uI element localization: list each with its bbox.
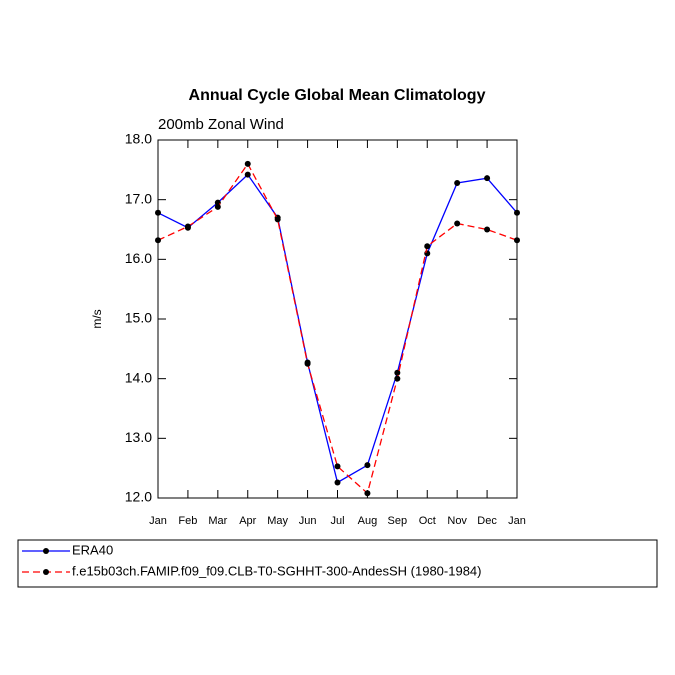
- plot-frame: [157, 139, 518, 499]
- point: [424, 250, 431, 257]
- point: [155, 209, 161, 216]
- point: [484, 226, 491, 233]
- x-tick-label: Oct: [419, 515, 436, 527]
- point: [454, 220, 461, 227]
- x-tick-label: Mar: [208, 515, 227, 527]
- point: [454, 179, 461, 186]
- series-line: [157, 173, 518, 484]
- legend-label: ERA40: [72, 542, 113, 557]
- x-tick-label: Dec: [477, 515, 497, 527]
- point: [334, 463, 341, 470]
- point: [424, 243, 431, 250]
- x-tick-label: Jan: [508, 515, 526, 527]
- legend-box: [17, 539, 658, 588]
- point: [244, 160, 251, 167]
- point: [364, 462, 371, 469]
- series-line: [157, 162, 518, 495]
- point: [184, 223, 191, 230]
- point: [484, 175, 491, 182]
- point: [514, 209, 520, 216]
- point: [304, 360, 311, 367]
- x-tick-label: Jan: [149, 515, 167, 527]
- point: [214, 203, 221, 210]
- point: [334, 479, 341, 486]
- x-tick-label: Aug: [358, 515, 378, 527]
- y-tick-label: 14.0: [125, 369, 152, 385]
- y-tick-label: 15.0: [125, 310, 152, 326]
- x-tick-label: May: [267, 515, 288, 527]
- legend-marker: [43, 569, 49, 575]
- point: [514, 237, 520, 244]
- y-tick-label: 18.0: [125, 131, 152, 147]
- chart-subtitle: 200mb Zonal Wind: [158, 116, 284, 133]
- point: [394, 375, 401, 382]
- point: [244, 171, 251, 178]
- chart-title: Annual Cycle Global Mean Climatology: [189, 87, 486, 104]
- x-tick-label: Sep: [388, 515, 408, 527]
- point: [274, 216, 281, 223]
- y-tick-label: 16.0: [125, 250, 152, 266]
- point: [155, 237, 161, 244]
- legend-marker: [43, 548, 49, 554]
- x-tick-label: Feb: [178, 515, 197, 527]
- x-tick-label: Jun: [299, 515, 317, 527]
- x-tick-label: Jul: [330, 515, 344, 527]
- y-tick-label: 17.0: [125, 190, 152, 206]
- x-tick-label: Apr: [239, 515, 256, 527]
- legend-label: f.e15b03ch.FAMIP.f09_f09.CLB-T0-SGHHT-30…: [72, 563, 481, 578]
- point: [364, 490, 371, 497]
- y-tick-label: 13.0: [125, 429, 152, 445]
- x-tick-label: Nov: [447, 515, 467, 527]
- y-tick-label: 12.0: [125, 489, 152, 505]
- point: [394, 369, 401, 376]
- y-axis-label: m/s: [90, 309, 104, 328]
